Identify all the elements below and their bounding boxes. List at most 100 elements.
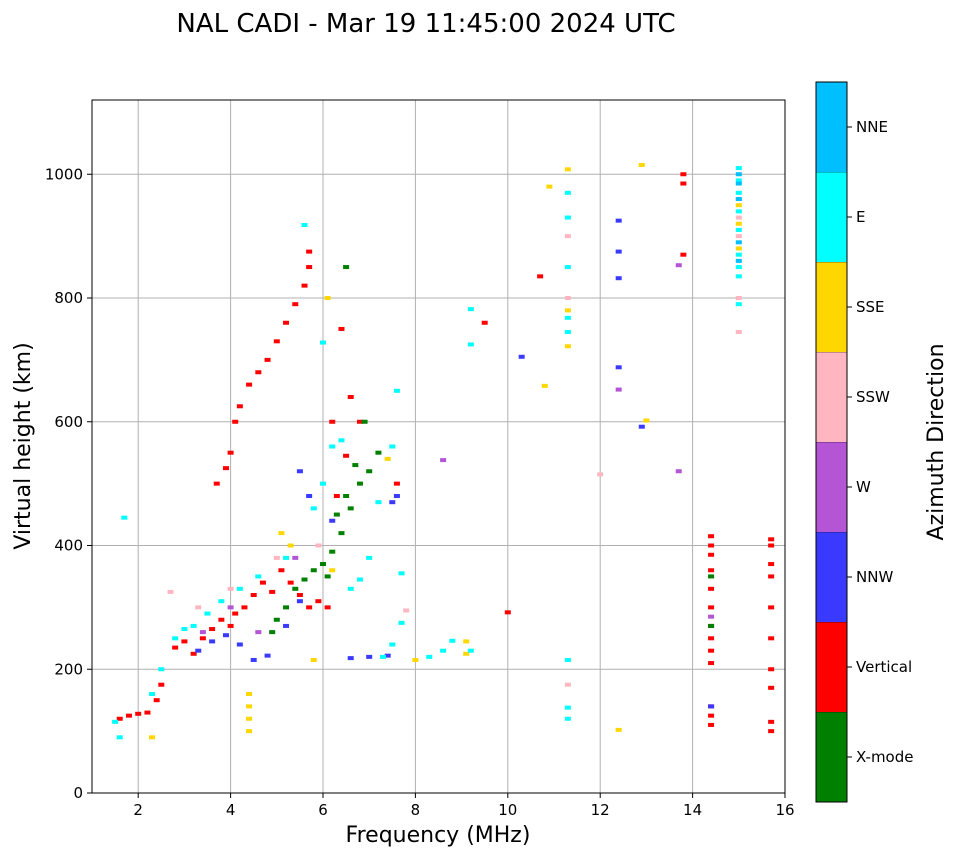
point-e bbox=[564, 215, 571, 220]
point-e bbox=[564, 265, 571, 270]
point-vertical bbox=[768, 537, 775, 542]
point-x-mode bbox=[343, 494, 350, 498]
y-tick-label: 1000 bbox=[45, 165, 83, 183]
point-e bbox=[398, 620, 405, 625]
point-vertical bbox=[708, 661, 715, 666]
point-vertical bbox=[708, 636, 715, 641]
point-e bbox=[467, 648, 474, 653]
point-vertical bbox=[347, 395, 354, 399]
colorbar-swatch bbox=[816, 172, 847, 262]
point-w bbox=[675, 263, 682, 268]
point-e bbox=[426, 654, 433, 659]
point-vertical bbox=[768, 685, 775, 690]
point-vertical bbox=[768, 543, 775, 548]
point-x-mode bbox=[338, 531, 345, 536]
point-w bbox=[440, 458, 447, 463]
point-vertical bbox=[296, 593, 303, 597]
point-w bbox=[255, 630, 262, 635]
point-nne bbox=[735, 240, 742, 245]
point-x-mode bbox=[269, 630, 276, 635]
point-nne bbox=[735, 258, 742, 263]
point-sse bbox=[615, 727, 622, 732]
point-e bbox=[735, 227, 742, 232]
x-tick-label: 6 bbox=[318, 801, 328, 819]
point-sse bbox=[246, 692, 253, 696]
x-tick-label: 10 bbox=[498, 801, 517, 819]
point-vertical bbox=[172, 645, 179, 650]
colorbar-tick-label: Vertical bbox=[856, 658, 912, 676]
point-vertical bbox=[338, 326, 345, 331]
point-x-mode bbox=[310, 568, 317, 573]
point-ssw bbox=[403, 608, 410, 613]
point-sse bbox=[246, 704, 253, 709]
colorbar-swatch bbox=[816, 82, 847, 172]
point-e bbox=[116, 735, 123, 740]
point-e bbox=[190, 623, 197, 628]
point-e bbox=[393, 388, 400, 393]
colorbar-swatch bbox=[816, 532, 847, 622]
y-tick-label: 800 bbox=[54, 289, 83, 307]
point-nnw bbox=[306, 494, 313, 498]
colorbar-tick-label: SSE bbox=[856, 298, 885, 316]
colorbar-label: Azimuth Direction bbox=[924, 343, 949, 540]
colorbar-frame bbox=[815, 81, 848, 803]
point-sse bbox=[324, 296, 331, 300]
point-w bbox=[708, 614, 715, 619]
point-ssw bbox=[735, 215, 742, 220]
point-vertical bbox=[504, 610, 511, 615]
point-vertical bbox=[481, 320, 488, 325]
point-x-mode bbox=[292, 586, 299, 591]
point-e bbox=[735, 302, 742, 307]
point-ssw bbox=[597, 472, 604, 477]
point-vertical bbox=[680, 172, 687, 177]
point-vertical bbox=[209, 627, 216, 632]
point-e bbox=[467, 342, 474, 347]
point-nnw bbox=[393, 494, 400, 498]
point-nnw bbox=[615, 276, 622, 281]
point-e bbox=[735, 252, 742, 257]
point-sse bbox=[463, 639, 470, 644]
point-w bbox=[227, 605, 234, 610]
point-vertical bbox=[241, 605, 248, 610]
point-sse bbox=[278, 531, 285, 536]
point-nnw bbox=[615, 365, 622, 370]
point-e bbox=[283, 555, 290, 560]
point-nnw bbox=[222, 633, 229, 638]
point-e bbox=[375, 500, 382, 505]
point-nnw bbox=[236, 642, 243, 647]
point-vertical bbox=[708, 605, 715, 610]
point-sse bbox=[643, 418, 650, 423]
point-e bbox=[338, 438, 345, 443]
point-e bbox=[320, 481, 326, 486]
point-e bbox=[735, 274, 742, 279]
point-nnw bbox=[264, 653, 271, 658]
point-vertical bbox=[333, 494, 340, 498]
point-e bbox=[467, 307, 474, 312]
point-nnw bbox=[384, 653, 391, 658]
point-vertical bbox=[250, 593, 257, 597]
point-e bbox=[320, 340, 326, 345]
point-sse bbox=[246, 716, 253, 721]
point-sse bbox=[149, 735, 156, 740]
point-e bbox=[218, 599, 225, 604]
point-vertical bbox=[278, 568, 285, 573]
point-nnw bbox=[366, 654, 373, 659]
plot-frame bbox=[91, 99, 786, 794]
colorbar-swatch bbox=[816, 622, 847, 712]
point-e bbox=[301, 222, 308, 227]
y-tick-label: 400 bbox=[54, 537, 83, 555]
point-nne bbox=[735, 197, 742, 201]
point-sse bbox=[310, 657, 317, 662]
colorbar-swatch bbox=[816, 712, 847, 802]
point-nnw bbox=[296, 469, 303, 474]
point-sse bbox=[384, 456, 391, 461]
point-x-mode bbox=[708, 623, 715, 628]
point-vertical bbox=[232, 419, 239, 424]
point-x-mode bbox=[320, 562, 326, 567]
point-vertical bbox=[222, 466, 229, 471]
colorbar-tick-label: NNE bbox=[856, 118, 888, 136]
point-vertical bbox=[306, 265, 313, 270]
x-tick-label: 12 bbox=[591, 801, 610, 819]
point-vertical bbox=[246, 382, 253, 387]
point-ssw bbox=[735, 234, 742, 239]
